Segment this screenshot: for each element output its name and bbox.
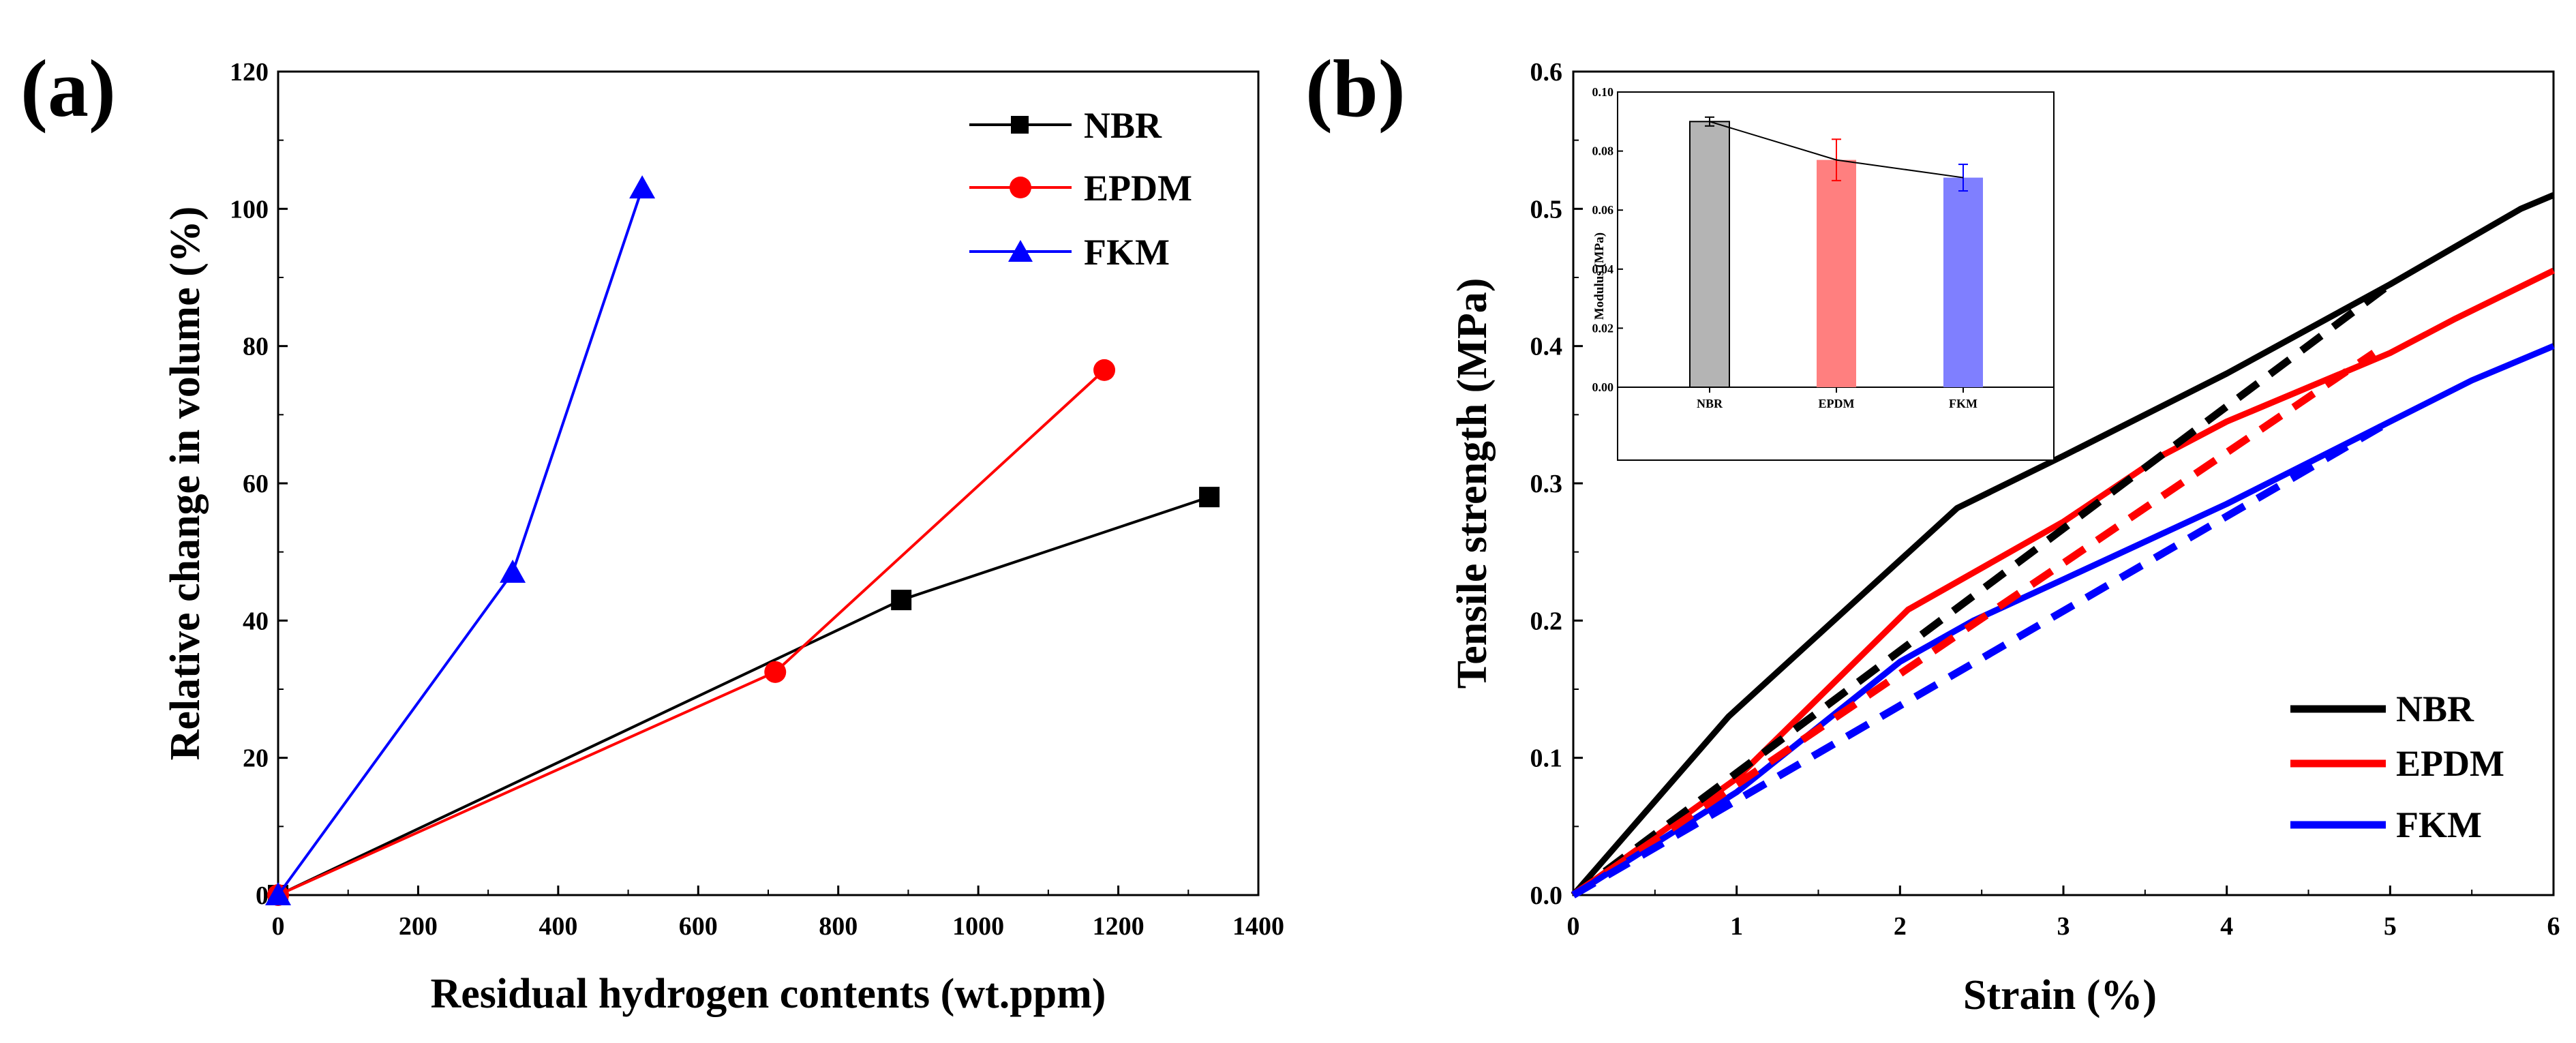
panel-a-series (265, 175, 1220, 906)
y-tick-label: 20 (243, 744, 269, 773)
y-tick-label: 40 (243, 607, 269, 635)
x-tick-label: 1400 (1232, 912, 1284, 941)
y-tick-label: 0 (256, 881, 269, 910)
inset-y-tick-label: 0.10 (1592, 85, 1614, 99)
data-point-nbr (891, 590, 912, 611)
panel-b-chart: (b) 0 1 2 3 4 5 6 0.0 0.1 0.2 0.3 0.4 0.5 0.6 Strain… (1305, 43, 2560, 1018)
inset-bar-nbr (1689, 121, 1730, 389)
legend-b-nbr-label: NBR (2396, 689, 2474, 729)
x-tick-label: 2 (1894, 912, 1907, 941)
x-tick-label: 1000 (952, 912, 1004, 941)
inset-y-tick-label: 0.00 (1592, 380, 1614, 394)
y-tick-label: 0.4 (1530, 333, 1563, 361)
panel-b-label: (b) (1305, 43, 1406, 134)
x-tick-label: 0 (272, 912, 285, 941)
x-tick-label: 800 (819, 912, 858, 941)
legend-nbr-label: NBR (1084, 105, 1162, 146)
x-tick-label: 0 (1567, 912, 1580, 941)
panel-b-y-ticks: 0.0 0.1 0.2 0.3 0.4 0.5 0.6 (1530, 58, 1583, 910)
series-line-epdm-fit (1571, 350, 2376, 898)
series-line-nbr (1571, 192, 2555, 897)
y-tick-label: 60 (243, 470, 269, 498)
x-tick-label: 5 (2384, 912, 2397, 941)
panel-a-y-axis-label: Relative change in volume (%) (162, 207, 209, 761)
legend-epdm-label: EPDM (1084, 168, 1192, 209)
panel-a-x-ticks: 0 200 400 600 800 1000 1200 1400 (272, 886, 1284, 941)
inset-y-tick-label: 0.02 (1592, 321, 1614, 335)
legend-b-fkm-label: FKM (2396, 804, 2482, 845)
panel-b-x-axis-label: Strain (%) (1963, 972, 2157, 1018)
inset-trend-line (1709, 121, 1964, 179)
x-tick-label: 600 (679, 912, 718, 941)
y-tick-label: 0.2 (1530, 607, 1563, 635)
legend-fkm-label: FKM (1084, 232, 1170, 273)
panel-a-y-ticks: 0 20 40 60 80 100 120 (230, 58, 288, 910)
panel-a-label: (a) (20, 43, 116, 134)
inset-bar-fkm (1943, 177, 1983, 387)
y-tick-label: 0.0 (1530, 881, 1563, 910)
x-tick-label: 400 (539, 912, 577, 941)
inset-y-tick-label: 0.04 (1592, 262, 1614, 276)
y-tick-label: 0.5 (1530, 195, 1563, 224)
y-tick-label: 120 (230, 58, 269, 87)
inset-x-ticks: NBR EPDM FKM (1697, 387, 1978, 410)
inset-x-tick-label: FKM (1949, 397, 1978, 410)
legend-epdm-marker (1010, 177, 1031, 198)
data-point-fkm (629, 175, 656, 199)
inset-y-axis-label: Modulus (MPa) (1592, 232, 1607, 320)
legend-fkm-marker (1008, 240, 1033, 262)
inset-x-tick-label: EPDM (1819, 397, 1855, 410)
panel-b-y-axis-label: Tensile strength (MPa) (1449, 278, 1496, 689)
y-tick-label: 100 (230, 195, 269, 224)
inset-bar-epdm (1817, 160, 1856, 387)
inset-modulus-chart: 0.00 0.02 0.04 0.06 0.08 0.10 NBR EPDM FKM Modu… (1592, 85, 2055, 461)
panel-b-x-ticks: 0 1 2 3 4 5 6 (1567, 886, 2560, 941)
series-line-epdm (277, 369, 1106, 896)
panel-a-chart: (a) 0 200 400 600 800 1000 1200 1400 0 20 40 60 80 1… (20, 43, 1284, 1017)
series-line-nbr (277, 496, 1210, 896)
x-tick-label: 1200 (1093, 912, 1145, 941)
y-tick-label: 0.3 (1530, 470, 1563, 498)
inset-y-tick-label: 0.08 (1592, 145, 1614, 158)
series-line-fkm (1571, 343, 2555, 898)
data-point-epdm (764, 661, 787, 683)
y-tick-label: 0.6 (1530, 58, 1563, 87)
data-point-nbr (1199, 487, 1220, 508)
inset-x-tick-label: NBR (1697, 397, 1723, 410)
x-tick-label: 3 (2057, 912, 2070, 941)
y-tick-label: 0.1 (1530, 744, 1563, 773)
x-tick-label: 1 (1730, 912, 1743, 941)
legend-nbr-marker (1011, 116, 1029, 134)
x-tick-label: 4 (2220, 912, 2233, 941)
panel-b-series (1571, 192, 2555, 898)
inset-y-tick-label: 0.06 (1592, 203, 1614, 217)
panel-a-x-axis-label: Residual hydrogen contents (wt.ppm) (431, 971, 1106, 1017)
data-point-fkm (265, 882, 291, 905)
x-tick-label: 200 (399, 912, 438, 941)
data-point-epdm (1093, 359, 1116, 381)
legend-b-epdm-label: EPDM (2396, 743, 2504, 784)
series-line-fkm (277, 187, 644, 896)
y-tick-label: 80 (243, 333, 269, 361)
data-point-fkm (500, 559, 526, 583)
panel-a-legend: NBR EPDM FKM (969, 105, 1192, 273)
panel-b-legend: NBR EPDM FKM (2290, 689, 2504, 845)
series-line-nbr-fit (1571, 281, 2393, 898)
x-tick-label: 6 (2547, 912, 2560, 941)
